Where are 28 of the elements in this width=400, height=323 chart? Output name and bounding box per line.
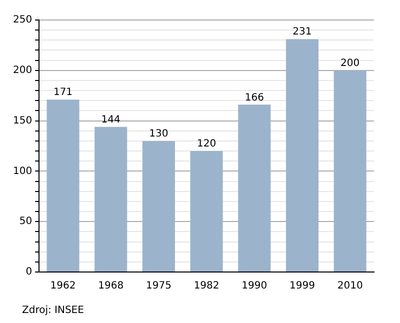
x-tick-label: 1975 — [146, 280, 172, 292]
x-tick-label: 1982 — [194, 280, 220, 292]
x-tick-label: 1999 — [290, 280, 315, 292]
bar — [190, 151, 223, 272]
data-label: 144 — [101, 114, 120, 126]
x-tick-label: 1962 — [50, 280, 76, 292]
bar — [46, 100, 80, 272]
x-tick-label: 1968 — [98, 280, 124, 292]
y-tick-label: 0 — [26, 266, 32, 278]
data-label: 120 — [196, 138, 216, 150]
bar — [334, 70, 366, 272]
y-tick-label: 150 — [12, 115, 32, 126]
bar — [286, 39, 318, 272]
x-tick-label: 2010 — [337, 280, 363, 292]
bar — [238, 104, 271, 272]
bar — [142, 140, 175, 272]
data-label: 130 — [149, 128, 168, 140]
x-tick-label: 1990 — [242, 280, 268, 292]
y-tick-label: 200 — [12, 64, 32, 76]
text: Zdroj: INSEE — [22, 305, 84, 316]
data-label: 200 — [340, 58, 360, 69]
data-label: 231 — [292, 26, 312, 38]
y-tick-label: 100 — [12, 166, 32, 177]
data-label: 171 — [53, 87, 73, 98]
y-tick-label: 250 — [12, 14, 32, 26]
y-tick-label: 50 — [19, 216, 32, 228]
bar — [94, 126, 128, 272]
data-label: 166 — [244, 92, 264, 104]
